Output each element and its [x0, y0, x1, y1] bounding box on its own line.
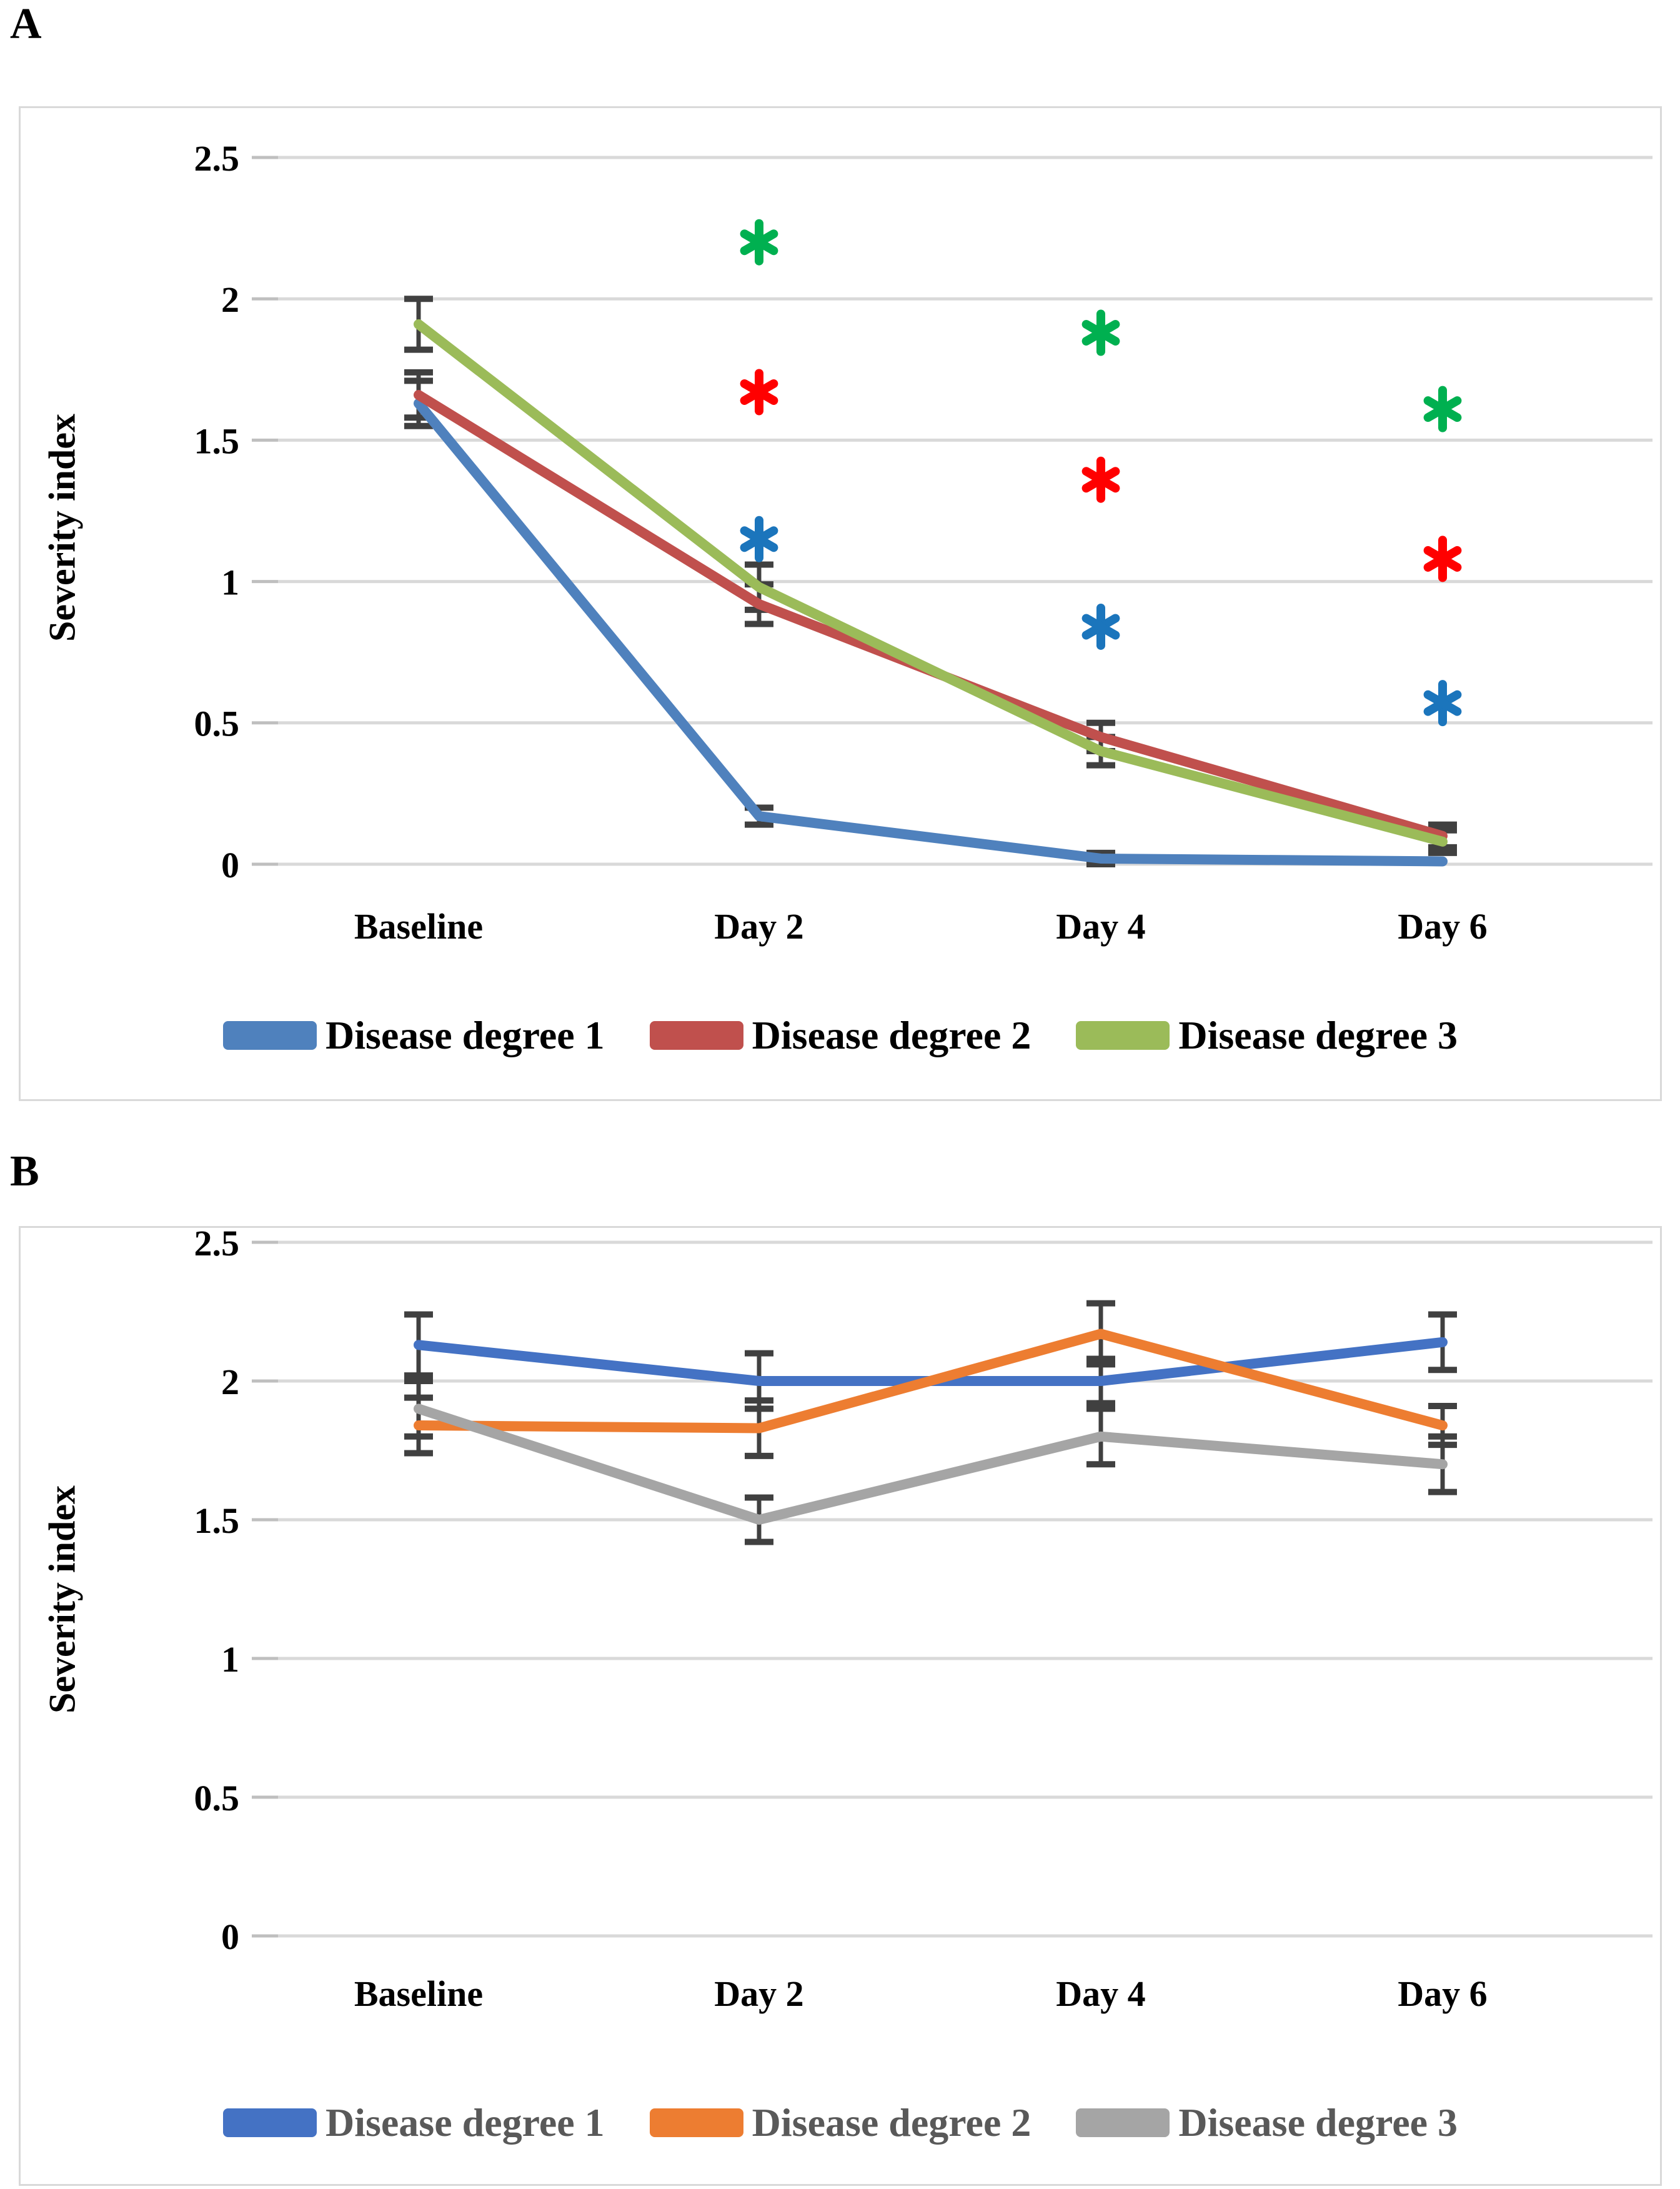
panel-a-chart-box [19, 106, 1662, 1101]
panel-a-legend: Disease degree 1 Disease degree 2 Diseas… [19, 1007, 1662, 1064]
legend-label: Disease degree 3 [1178, 2100, 1458, 2145]
legend-swatch-degree-3 [1076, 2108, 1170, 2137]
legend-swatch-degree-1 [222, 2108, 317, 2137]
panel-b-legend: Disease degree 1 Disease degree 2 Diseas… [19, 2095, 1662, 2151]
legend-item-degree-3: Disease degree 3 [1076, 2103, 1458, 2143]
panel-a-y-axis-title: Severity index [41, 414, 83, 642]
panel-a-label: A [10, 0, 42, 48]
panel-b-y-axis-title: Severity index [41, 1485, 83, 1714]
legend-label: Disease degree 1 [325, 1013, 605, 1057]
legend-item-degree-1: Disease degree 1 [222, 2100, 605, 2145]
panel-b-chart-box [19, 1226, 1662, 2186]
legend-label: Disease degree 3 [1178, 1013, 1458, 1057]
legend-swatch-degree-3 [1076, 1021, 1170, 1050]
legend-item-degree-2: Disease degree 2 [649, 1013, 1031, 1057]
legend-swatch-degree-2 [649, 1021, 743, 1050]
legend-swatch-degree-1 [222, 1021, 317, 1050]
legend-item-degree-3: Disease degree 3 [1076, 1015, 1458, 1055]
legend-label: Disease degree 2 [752, 1013, 1031, 1057]
legend-item-degree-2: Disease degree 2 [649, 2100, 1031, 2145]
legend-label: Disease degree 2 [752, 2100, 1031, 2145]
legend-item-degree-1: Disease degree 1 [222, 1013, 605, 1057]
legend-label: Disease degree 1 [325, 2100, 605, 2145]
panel-b-label: B [10, 1147, 39, 1195]
legend-swatch-degree-2 [649, 2108, 743, 2137]
